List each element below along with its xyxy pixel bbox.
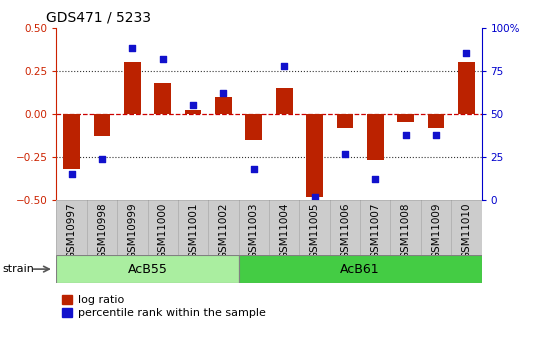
Text: GSM10999: GSM10999	[128, 203, 137, 259]
Text: GSM11002: GSM11002	[218, 203, 229, 259]
Bar	[428, 114, 444, 128]
Bar	[147, 200, 178, 255]
Bar	[330, 200, 360, 255]
Text: strain: strain	[3, 264, 34, 274]
Bar	[178, 200, 208, 255]
Bar	[208, 200, 239, 255]
Point	[280, 63, 288, 68]
Legend: log ratio, percentile rank within the sample: log ratio, percentile rank within the sa…	[62, 295, 265, 318]
Text: GSM11007: GSM11007	[370, 203, 380, 259]
Text: GSM11003: GSM11003	[249, 203, 259, 259]
Point	[250, 166, 258, 172]
Text: GSM10998: GSM10998	[97, 203, 107, 259]
Text: GSM11001: GSM11001	[188, 203, 198, 259]
Bar	[215, 97, 232, 114]
Point	[219, 90, 228, 96]
Text: GSM11005: GSM11005	[309, 203, 320, 259]
Point	[189, 102, 197, 108]
Bar	[360, 200, 391, 255]
Bar	[367, 114, 384, 160]
Text: GSM11006: GSM11006	[340, 203, 350, 259]
Bar	[239, 200, 269, 255]
Point	[371, 177, 379, 182]
Bar	[63, 114, 80, 169]
Point	[431, 132, 440, 137]
Bar	[299, 200, 330, 255]
Point	[341, 151, 349, 156]
Point	[401, 132, 410, 137]
Text: GSM11004: GSM11004	[279, 203, 289, 259]
Point	[462, 51, 471, 56]
Bar	[245, 114, 262, 140]
Bar	[337, 114, 353, 128]
Bar	[56, 200, 87, 255]
Text: GSM10997: GSM10997	[67, 203, 77, 259]
Bar	[117, 200, 147, 255]
Text: AcB55: AcB55	[128, 263, 167, 276]
Text: GSM11010: GSM11010	[461, 203, 471, 259]
Bar	[276, 88, 293, 114]
Text: GSM11008: GSM11008	[401, 203, 410, 259]
Bar	[391, 200, 421, 255]
Bar	[185, 110, 201, 114]
Point	[158, 56, 167, 61]
Bar	[269, 200, 299, 255]
Bar	[458, 62, 475, 114]
Bar	[124, 62, 141, 114]
Text: GSM11000: GSM11000	[158, 203, 168, 259]
Bar	[154, 83, 171, 114]
Bar	[306, 114, 323, 197]
Bar	[56, 255, 239, 283]
Point	[128, 46, 137, 51]
Point	[67, 171, 76, 177]
Bar	[451, 200, 482, 255]
Bar	[94, 114, 110, 136]
Text: AcB61: AcB61	[340, 263, 380, 276]
Bar	[239, 255, 482, 283]
Text: GSM11009: GSM11009	[431, 203, 441, 259]
Bar	[421, 200, 451, 255]
Bar	[87, 200, 117, 255]
Point	[310, 194, 319, 199]
Bar	[397, 114, 414, 122]
Text: GDS471 / 5233: GDS471 / 5233	[46, 10, 151, 24]
Point	[98, 156, 107, 161]
